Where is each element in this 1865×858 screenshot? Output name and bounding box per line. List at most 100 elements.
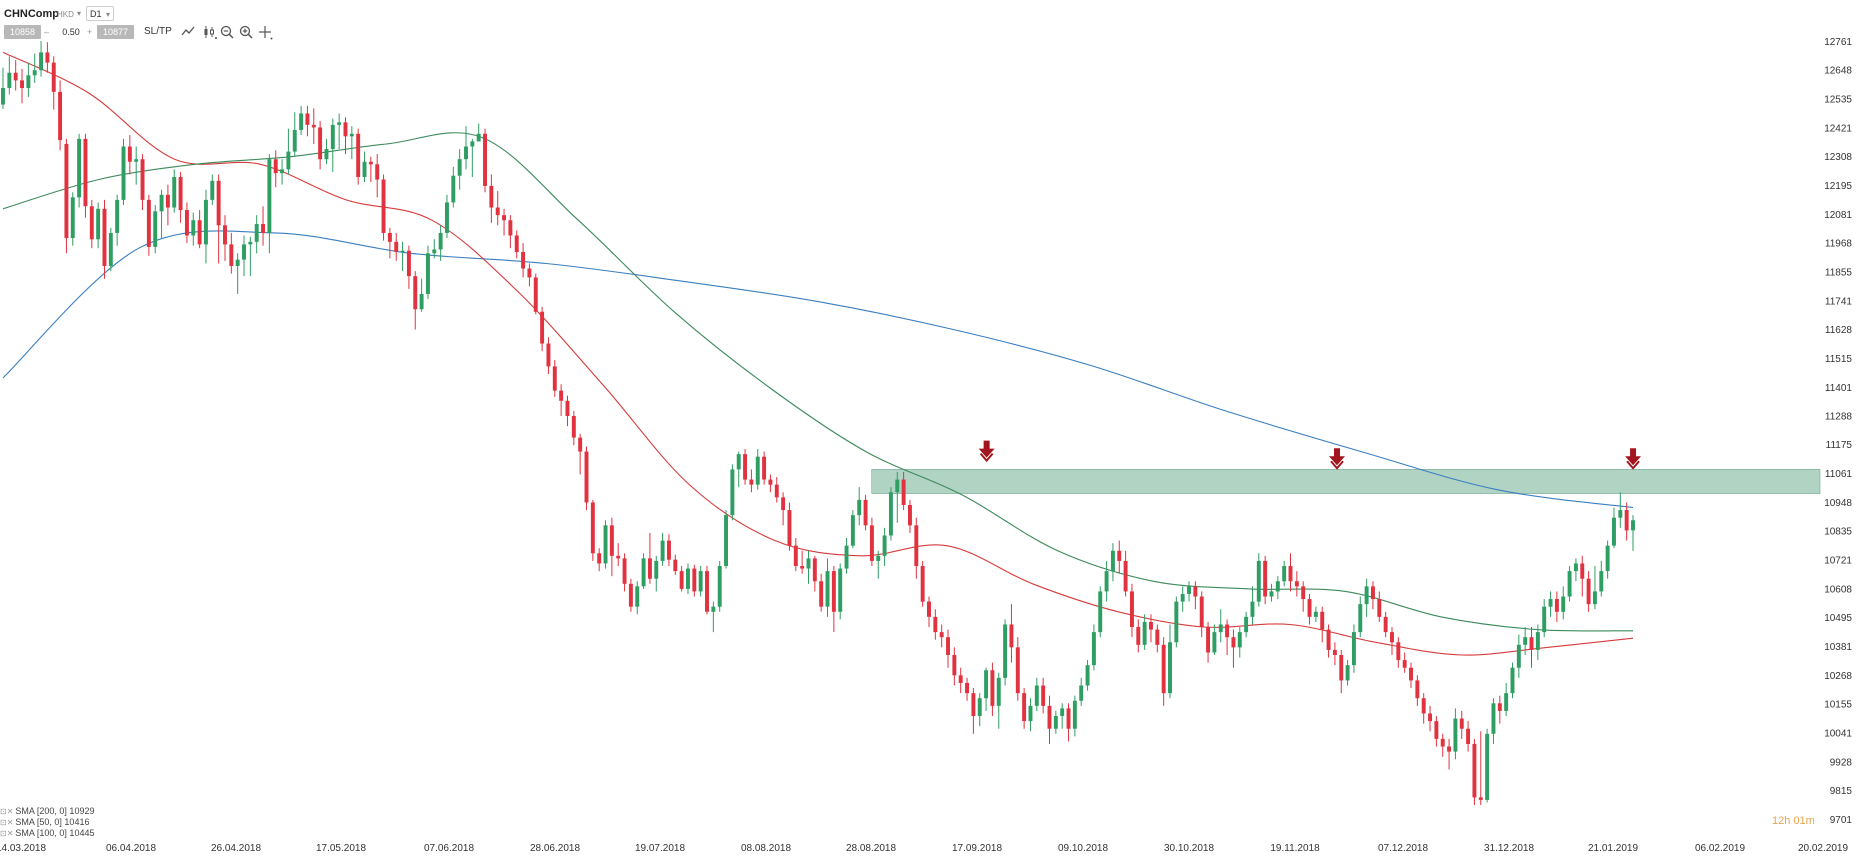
candle[interactable] xyxy=(882,527,887,567)
candle[interactable] xyxy=(489,174,494,223)
candle[interactable] xyxy=(686,563,690,594)
candle[interactable] xyxy=(1370,581,1375,610)
candle[interactable] xyxy=(1453,708,1458,760)
candle[interactable] xyxy=(1326,624,1331,658)
sell-price-button[interactable]: 10858 xyxy=(4,25,41,39)
candle[interactable] xyxy=(39,40,44,77)
candle[interactable] xyxy=(146,194,151,256)
candle[interactable] xyxy=(70,192,75,246)
candle[interactable] xyxy=(1535,624,1540,661)
candle[interactable] xyxy=(584,446,589,511)
legend-item-sma100[interactable]: ⊡✕ SMA [100, 0] 10445 xyxy=(0,828,94,839)
candle[interactable] xyxy=(286,128,291,175)
candle[interactable] xyxy=(1390,627,1394,655)
candle[interactable] xyxy=(254,215,259,254)
candle[interactable] xyxy=(140,154,145,211)
candle[interactable] xyxy=(13,60,18,91)
candle[interactable] xyxy=(895,471,900,523)
candle[interactable] xyxy=(1022,688,1027,729)
candle[interactable] xyxy=(977,693,982,727)
candle[interactable] xyxy=(920,560,925,607)
candle[interactable] xyxy=(590,499,595,561)
candle[interactable] xyxy=(540,306,545,352)
zoom-in-icon[interactable] xyxy=(238,24,254,40)
candle[interactable] xyxy=(1466,721,1471,752)
candle[interactable] xyxy=(1053,710,1058,734)
candle[interactable] xyxy=(1256,553,1261,607)
candle[interactable] xyxy=(1497,695,1502,724)
candle[interactable] xyxy=(223,215,227,261)
candle[interactable] xyxy=(565,395,570,427)
candle[interactable] xyxy=(1402,652,1407,673)
candle[interactable] xyxy=(349,126,354,160)
candle[interactable] xyxy=(559,384,564,416)
candle[interactable] xyxy=(622,553,627,592)
candle[interactable] xyxy=(1592,566,1597,610)
candle[interactable] xyxy=(102,199,107,279)
candle[interactable] xyxy=(425,245,430,300)
candle[interactable] xyxy=(1440,733,1445,757)
candle[interactable] xyxy=(280,159,285,185)
candle[interactable] xyxy=(825,558,830,617)
candle[interactable] xyxy=(508,215,513,249)
candle[interactable] xyxy=(45,42,50,73)
candle[interactable] xyxy=(762,451,767,485)
candle[interactable] xyxy=(946,629,950,668)
candle[interactable] xyxy=(1218,609,1223,643)
candle[interactable] xyxy=(692,564,697,597)
candle[interactable] xyxy=(996,672,1001,729)
candlestick-icon[interactable] xyxy=(202,24,218,40)
candle[interactable] xyxy=(318,121,323,170)
candle[interactable] xyxy=(1225,619,1230,655)
candle[interactable] xyxy=(850,510,855,549)
candle[interactable] xyxy=(844,538,849,574)
candle[interactable] xyxy=(654,555,659,592)
candle[interactable] xyxy=(7,56,12,95)
remove-icon[interactable]: ⊡✕ xyxy=(0,818,14,827)
candle[interactable] xyxy=(755,449,760,490)
candle[interactable] xyxy=(831,566,836,633)
decrease-button[interactable]: – xyxy=(44,27,50,37)
candle[interactable] xyxy=(1117,540,1122,574)
candle[interactable] xyxy=(368,156,373,183)
candle[interactable] xyxy=(888,487,893,541)
candle[interactable] xyxy=(362,151,367,183)
candle[interactable] xyxy=(134,146,139,185)
candle[interactable] xyxy=(51,56,56,110)
candle[interactable] xyxy=(216,174,221,264)
candle[interactable] xyxy=(64,138,69,254)
candle[interactable] xyxy=(1060,703,1065,729)
remove-icon[interactable]: ⊡✕ xyxy=(0,829,14,838)
candle[interactable] xyxy=(1491,698,1496,744)
candle[interactable] xyxy=(400,241,405,272)
candle[interactable] xyxy=(1110,543,1115,582)
remove-icon[interactable]: ⊡✕ xyxy=(0,807,14,816)
candle[interactable] xyxy=(115,194,120,246)
candle[interactable] xyxy=(191,212,196,246)
candle[interactable] xyxy=(451,166,456,208)
candle[interactable] xyxy=(1047,695,1052,744)
crosshair-icon[interactable] xyxy=(257,24,273,40)
candle[interactable] xyxy=(1275,576,1280,600)
candle[interactable] xyxy=(1580,555,1585,597)
candle[interactable] xyxy=(1168,624,1172,699)
candle[interactable] xyxy=(483,128,487,193)
candle[interactable] xyxy=(793,538,798,572)
candle[interactable] xyxy=(324,138,329,165)
candle[interactable] xyxy=(178,171,183,223)
line-chart-icon[interactable] xyxy=(180,24,196,40)
candle[interactable] xyxy=(1351,624,1356,673)
candle[interactable] xyxy=(299,105,304,136)
candle[interactable] xyxy=(197,210,202,249)
candle[interactable] xyxy=(1377,591,1382,622)
candle[interactable] xyxy=(1364,578,1369,617)
candle[interactable] xyxy=(438,225,443,261)
candle[interactable] xyxy=(108,227,113,272)
candle[interactable] xyxy=(26,62,31,97)
candle[interactable] xyxy=(432,239,437,259)
candle[interactable] xyxy=(571,410,576,446)
candle[interactable] xyxy=(343,117,348,155)
candle[interactable] xyxy=(1244,611,1249,638)
candle[interactable] xyxy=(1142,614,1147,650)
candle[interactable] xyxy=(1288,553,1293,592)
